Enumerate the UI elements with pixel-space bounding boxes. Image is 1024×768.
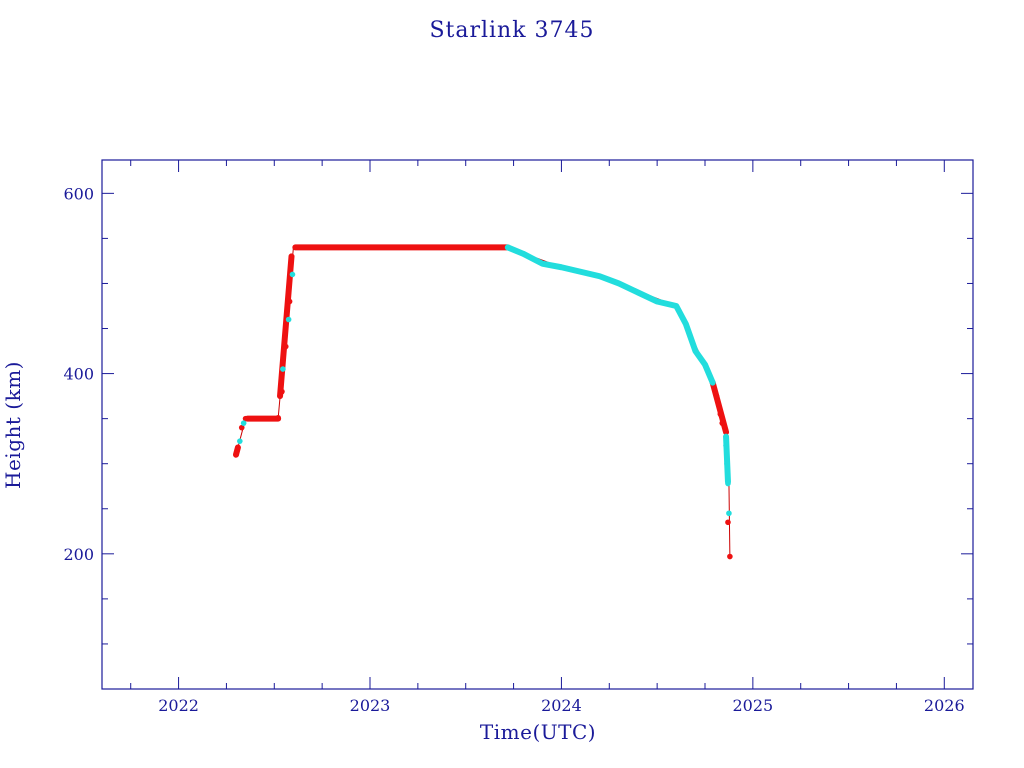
cyan_series-point (280, 366, 286, 372)
cyan_series-point (724, 460, 730, 467)
red_series-point (235, 444, 241, 451)
x-axis-label: Time(UTC) (480, 720, 596, 744)
x-tick-label: 2023 (350, 696, 391, 715)
red_series-point (713, 393, 720, 399)
cyan_series-point (289, 271, 296, 278)
red_series-point (727, 553, 733, 560)
axis-ticks (102, 160, 973, 690)
red_series-point (233, 451, 239, 458)
plot-frame (101, 159, 974, 690)
cyan_series-point (726, 510, 732, 517)
x-tick-label: 2025 (732, 696, 773, 715)
red_series-point (279, 388, 285, 395)
x-tick-label: 2022 (158, 696, 199, 715)
cyan_series-point (723, 442, 729, 449)
y-tick-label: 600 (63, 184, 94, 203)
cyan_series-point (237, 438, 243, 444)
y-axis-label: Height (km) (1, 361, 25, 489)
red_series-point (288, 253, 295, 260)
red_series-point (282, 343, 289, 350)
cyan_series-segment (504, 244, 716, 386)
x-tick-label: 2026 (924, 696, 965, 715)
chart-title: Starlink 3745 (429, 18, 594, 43)
tick-labels: 2022 2023 2024 2025 2026 200 400 600 (63, 184, 964, 715)
red_series-point (242, 415, 249, 422)
cyan_series-point (285, 316, 292, 323)
cyan_series-point (240, 420, 247, 426)
red_series-point (717, 411, 724, 417)
data-marks (233, 244, 733, 560)
red_series-point (719, 420, 726, 426)
x-tick-label: 2024 (541, 696, 582, 715)
red_series-segment (277, 253, 295, 400)
y-tick-label: 200 (63, 545, 94, 564)
red_series-point (725, 519, 731, 526)
y-tick-label: 400 (63, 365, 94, 384)
red_series-point (238, 424, 245, 431)
red_series-point (286, 298, 293, 305)
cyan_series-point (725, 480, 731, 487)
trajectory-line (235, 246, 731, 557)
red_series-point (275, 414, 281, 421)
